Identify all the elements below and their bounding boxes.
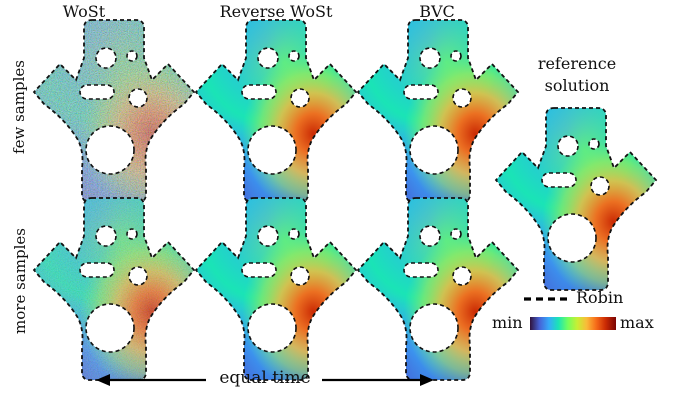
reference-label-line2: solution xyxy=(544,76,610,95)
reference-label-line1: reference xyxy=(537,54,617,73)
robin-label: Robin xyxy=(576,288,624,307)
panel-wost-few xyxy=(29,13,199,208)
colorbar xyxy=(530,317,616,330)
colorbar-min-label: min xyxy=(492,313,523,332)
colorbar-max-label: max xyxy=(620,313,654,332)
panel-wost-more xyxy=(29,191,199,386)
column-title-bvc: BVC xyxy=(419,2,455,21)
column-title-reverse-wost: Reverse WoSt xyxy=(219,2,333,21)
row-label-more-samples: more samples xyxy=(11,228,29,334)
equal-time-label: equal time xyxy=(219,368,311,388)
panel-reference xyxy=(491,101,661,296)
row-label-few-samples: few samples xyxy=(10,60,28,154)
panel-bvc-more xyxy=(353,191,523,386)
column-title-wost: WoSt xyxy=(62,2,106,21)
panel-reverse-wost-few xyxy=(191,13,361,208)
equal-time-arrow xyxy=(96,374,434,386)
panel-reverse-wost-more xyxy=(191,191,361,386)
